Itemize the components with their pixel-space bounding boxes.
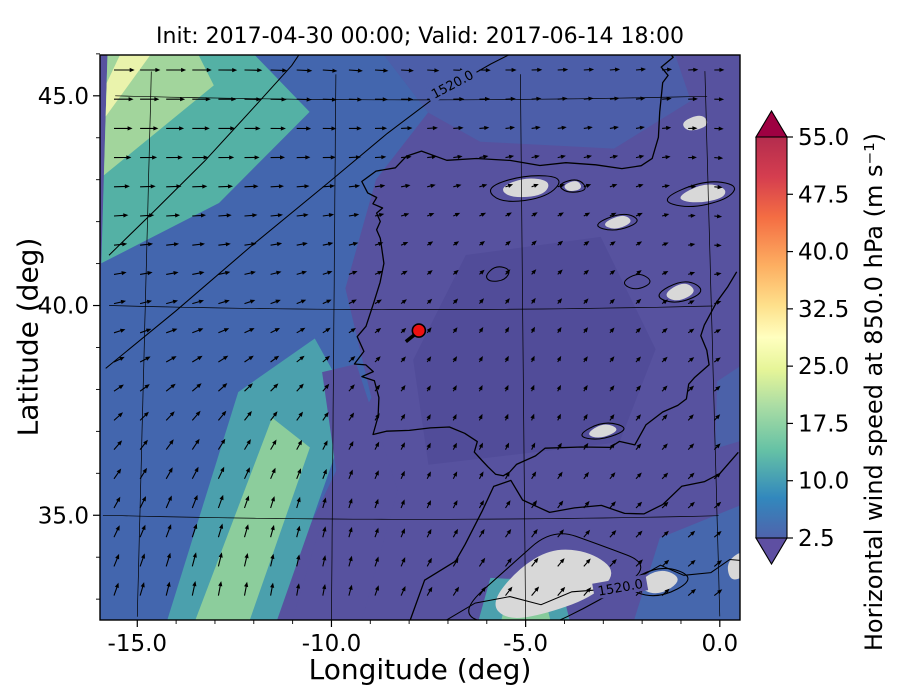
x-axis-label: Longitude (deg) (308, 653, 532, 686)
colorbar-tick-label: 47.5 (798, 182, 849, 208)
colorbar-tick-label: 25.0 (798, 354, 849, 380)
plot-title: Init: 2017-04-30 00:00; Valid: 2017-06-1… (156, 24, 684, 49)
colorbar-gradient (755, 136, 788, 539)
colorbar-over-arrow (755, 109, 788, 138)
x-tick-label: -10.0 (302, 631, 362, 657)
y-tick-label: 45.0 (38, 84, 89, 110)
x-tick-label: 0.0 (702, 631, 739, 657)
colorbar-under-arrow (755, 537, 788, 566)
plot-frame (99, 54, 741, 621)
colorbar-tick-label: 17.5 (798, 411, 849, 437)
x-tick-label: -5.0 (503, 631, 548, 657)
colorbar: 2.5 10.0 17.5 25.0 32.5 40.0 47.5 55.0 (755, 109, 849, 566)
colorbar-tick-label: 2.5 (798, 526, 835, 552)
coastlines (353, 55, 739, 620)
y-tick-label: 40.0 (38, 294, 89, 320)
y-tick-label: 35.0 (38, 503, 89, 529)
wind-arrows (113, 67, 725, 597)
target-marker (404, 323, 427, 343)
colorbar-tick-label: 55.0 (798, 125, 849, 151)
colorbar-tick-label: 32.5 (798, 297, 849, 323)
x-tick-label: -15.0 (108, 631, 168, 657)
colorbar-tick-label: 40.0 (798, 240, 849, 266)
colorbar-tick-label: 10.0 (798, 469, 849, 495)
axis-ticks: -15.0 -10.0 -5.0 0.0 35.0 40.0 45.0 (38, 53, 739, 657)
